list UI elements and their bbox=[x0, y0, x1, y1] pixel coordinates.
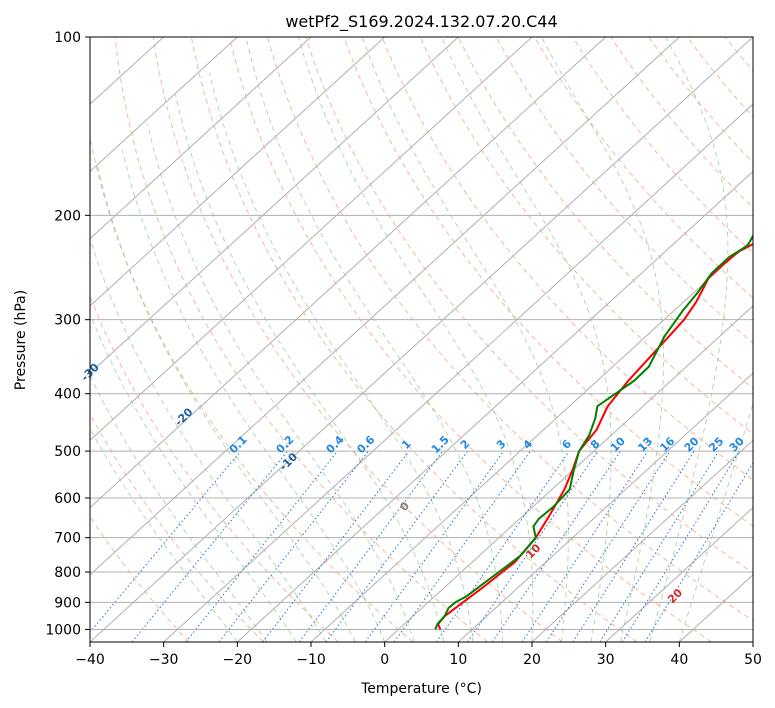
moist-adiabat-line bbox=[90, 374, 268, 642]
dry-adiabat-line bbox=[152, 37, 563, 642]
dry-adiabat-line bbox=[343, 37, 753, 527]
profile-series bbox=[434, 233, 753, 630]
x-tick-label: −10 bbox=[296, 652, 326, 668]
isotherm-lines bbox=[90, 37, 753, 642]
mixing-ratio-line bbox=[218, 450, 369, 642]
moist-adiabat-line bbox=[678, 401, 753, 642]
chart-title: wetPf2_S169.2024.132.07.20.C44 bbox=[285, 12, 557, 32]
moist-adiabat-line bbox=[90, 236, 327, 642]
mixing-ratio-line bbox=[621, 450, 740, 642]
isotherm-line bbox=[90, 37, 680, 576]
isobar-lines bbox=[90, 37, 753, 630]
mixing-ratio-line bbox=[364, 450, 505, 642]
x-tick-label: −20 bbox=[223, 652, 253, 668]
moist-adiabat-line bbox=[441, 37, 612, 642]
y-tick-label: 500 bbox=[54, 444, 81, 460]
isotherm-line bbox=[90, 37, 753, 642]
x-tick-label: 30 bbox=[597, 652, 615, 668]
isotherm-line bbox=[163, 103, 753, 642]
mixing-ratio-line bbox=[131, 450, 288, 642]
mixing-ratio-line bbox=[436, 450, 570, 642]
mixing-ratio-line bbox=[90, 450, 242, 633]
dry-adiabat-line bbox=[457, 37, 753, 389]
moist-adiabat-line bbox=[90, 427, 238, 642]
isotherm-line bbox=[90, 37, 238, 173]
moist-adiabat-line bbox=[97, 165, 356, 642]
moist-adiabat-line bbox=[245, 37, 503, 642]
x-tick-label: 50 bbox=[744, 652, 762, 668]
mixing-ratio-line bbox=[572, 450, 695, 642]
y-tick-label: 800 bbox=[54, 565, 81, 581]
moist-adiabat-line bbox=[90, 312, 297, 642]
x-tick-label: −40 bbox=[75, 652, 105, 668]
dry-adiabat-line bbox=[114, 37, 488, 642]
mixing-ratio-line bbox=[393, 450, 531, 642]
isotherm-line bbox=[90, 37, 459, 374]
x-tick-label: 20 bbox=[523, 652, 541, 668]
y-tick-label: 400 bbox=[54, 387, 81, 403]
dry-adiabat-line bbox=[190, 37, 638, 642]
dry-adiabat-line bbox=[90, 412, 264, 642]
mixing-ratio-line bbox=[599, 450, 720, 642]
y-tick-label: 900 bbox=[54, 595, 81, 611]
dry-adiabat-line bbox=[267, 37, 753, 622]
x-tick-label: −30 bbox=[149, 652, 179, 668]
isotherm-line bbox=[90, 37, 607, 509]
moist-adiabat-line bbox=[121, 149, 386, 642]
isotherm-line bbox=[90, 37, 533, 442]
dry-adiabat-line bbox=[495, 37, 753, 344]
dry-adiabat-line bbox=[305, 37, 753, 574]
isotherm-line bbox=[384, 305, 753, 642]
dry-adiabat-line bbox=[229, 37, 712, 642]
profile-line bbox=[437, 243, 753, 630]
y-tick-label: 200 bbox=[54, 208, 81, 224]
isotherm-line bbox=[90, 37, 386, 307]
isotherm-line bbox=[310, 237, 753, 642]
mixing-ratio-line bbox=[467, 450, 599, 642]
moist-adiabat-line bbox=[649, 37, 729, 642]
plot-area bbox=[90, 37, 753, 642]
x-tick-label: 10 bbox=[449, 652, 467, 668]
x-tick-label: 0 bbox=[380, 652, 389, 668]
y-tick-label: 100 bbox=[54, 30, 81, 46]
mixing-ratio-line bbox=[644, 461, 753, 642]
mixing-ratio-line bbox=[262, 450, 410, 642]
y-tick-label: 600 bbox=[54, 491, 81, 507]
y-tick-label: 1000 bbox=[45, 622, 81, 638]
x-tick-label: 40 bbox=[670, 652, 688, 668]
moist-adiabat-line bbox=[174, 94, 445, 642]
y-tick-label: 300 bbox=[54, 313, 81, 329]
profile-line bbox=[434, 233, 753, 630]
mixing-ratio-lines bbox=[90, 450, 753, 642]
dry-adiabat-line bbox=[90, 515, 190, 642]
plot-frame bbox=[89, 36, 754, 643]
x-axis-ticks: −40 −30 −20 −10 0 10 20 30 40 50 bbox=[75, 642, 762, 668]
isotherm-line bbox=[531, 439, 753, 642]
y-axis-ticks: 100 200 300 400 500 600 700 800 900 1000 bbox=[45, 30, 90, 638]
moist-adiabat-line bbox=[297, 37, 534, 642]
dry-adiabat-line bbox=[90, 295, 339, 642]
isotherm-line bbox=[605, 506, 753, 642]
x-axis-label: Temperature (°C) bbox=[360, 681, 482, 697]
y-tick-label: 700 bbox=[54, 531, 81, 547]
isotherm-line bbox=[90, 37, 312, 240]
isotherm-line bbox=[236, 170, 753, 642]
mixing-ratio-line bbox=[185, 450, 338, 642]
isotherm-line bbox=[457, 372, 753, 642]
moist-adiabat-line bbox=[146, 123, 415, 642]
y-axis-label: Pressure (hPa) bbox=[13, 290, 29, 390]
